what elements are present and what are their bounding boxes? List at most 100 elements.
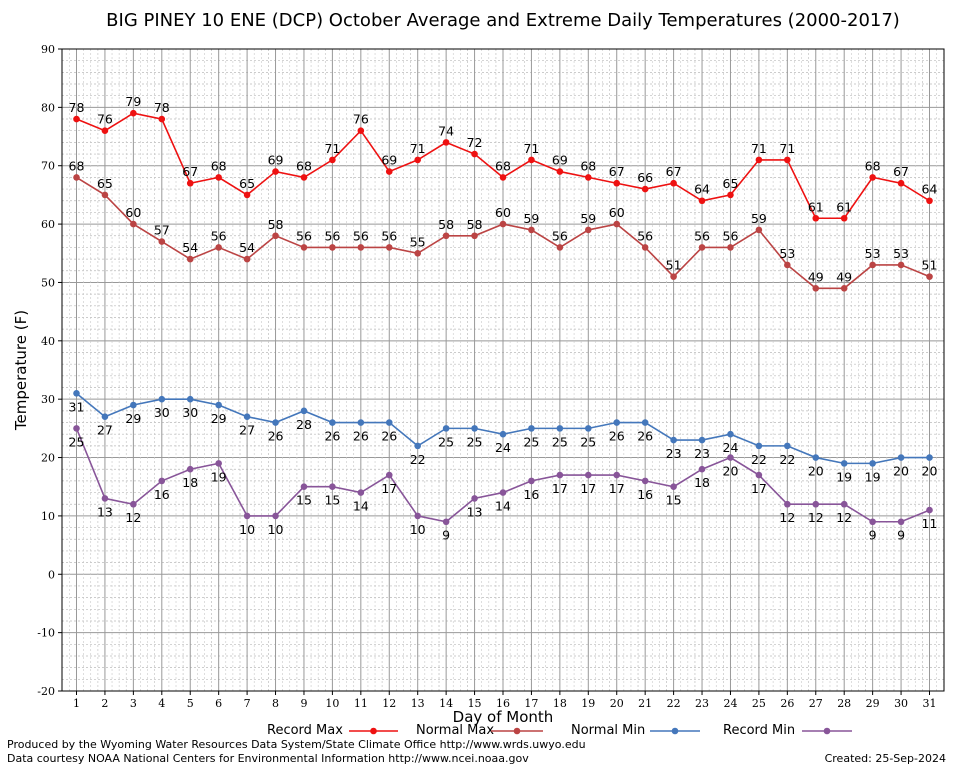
legend-item-normal-min: Normal Min: [571, 723, 700, 738]
series-record-min: 25 13 12 16 18 19 10 10 15 15 14 17 10 9 13 14 16 17 17 17 1…: [69, 425, 938, 543]
data-point-record-min: [840, 500, 848, 508]
data-point-normal-max: [471, 232, 478, 240]
data-label-normal-max: 68: [69, 158, 85, 173]
data-point-record-min: [641, 477, 649, 485]
data-point-record-min: [812, 500, 820, 508]
data-point-normal-min: [755, 442, 763, 450]
x-tick-label: 19: [581, 697, 595, 710]
data-label-normal-max: 54: [182, 240, 198, 255]
data-label-record-max: 71: [324, 141, 340, 156]
data-label-normal-max: 56: [723, 228, 739, 243]
data-point-normal-min: [812, 454, 820, 461]
data-point-record-min: [101, 495, 109, 502]
x-tick-label: 26: [780, 697, 794, 710]
data-label-normal-max: 56: [211, 228, 227, 243]
data-point-normal-min: [442, 425, 450, 432]
data-label-normal-min: 27: [239, 423, 255, 438]
y-tick-label: 50: [41, 276, 55, 289]
x-tick-label: 28: [837, 697, 851, 710]
data-point-normal-min: [869, 460, 876, 467]
data-point-record-max: [528, 156, 535, 164]
data-point-record-min: [897, 518, 905, 526]
data-label-record-min: 13: [97, 504, 113, 519]
y-tick-label: 0: [48, 568, 55, 581]
data-point-normal-max: [272, 232, 279, 240]
x-tick-label: 12: [382, 697, 396, 710]
data-label-normal-max: 59: [523, 211, 539, 226]
data-point-normal-min: [556, 425, 564, 432]
data-label-record-min: 25: [69, 434, 85, 449]
data-label-normal-max: 53: [893, 246, 909, 261]
data-point-record-max: [243, 191, 251, 199]
data-point-record-min: [727, 454, 734, 461]
data-label-normal-min: 26: [381, 429, 397, 444]
data-point-normal-max: [215, 244, 222, 251]
data-label-normal-min: 22: [779, 452, 795, 467]
data-point-normal-max: [556, 244, 564, 251]
data-point-record-min: [442, 518, 450, 526]
data-label-record-min: 11: [922, 516, 938, 531]
data-label-record-max: 71: [523, 141, 539, 156]
y-axis-label: Temperature (F): [12, 310, 30, 431]
data-point-normal-max: [130, 220, 137, 228]
data-label-normal-min: 23: [694, 446, 710, 461]
data-point-normal-min: [385, 419, 393, 426]
x-tick-label: 9: [300, 697, 307, 710]
data-point-normal-max: [385, 244, 393, 251]
data-point-normal-max: [414, 249, 422, 257]
data-label-record-min: 17: [609, 481, 625, 496]
data-point-record-min: [613, 471, 621, 479]
x-tick-label: 11: [354, 697, 368, 710]
series-layer: 78 76 79 78 67 68 65 69 68 71 76 69 71 74 72 68 71 69 68 67…: [69, 94, 938, 543]
data-point-record-max: [926, 197, 933, 205]
data-label-normal-min: 23: [666, 446, 682, 461]
data-point-normal-max: [243, 255, 251, 263]
data-point-record-max: [840, 214, 848, 222]
data-label-record-min: 16: [523, 487, 539, 502]
legend: Record Max Normal Max Normal Min Record Min: [267, 723, 852, 738]
data-point-normal-max: [300, 244, 308, 251]
data-label-record-max: 64: [922, 182, 938, 197]
data-point-normal-min: [499, 430, 507, 438]
data-label-normal-min: 29: [125, 411, 141, 426]
data-point-record-min: [499, 489, 507, 496]
data-point-normal-max: [329, 244, 336, 251]
data-point-normal-min: [329, 419, 336, 426]
data-label-record-max: 68: [495, 158, 511, 173]
data-label-record-max: 78: [69, 100, 85, 115]
data-point-record-max: [215, 174, 222, 181]
data-point-normal-min: [528, 425, 535, 432]
data-point-record-max: [186, 179, 194, 187]
data-label-record-min: 9: [869, 528, 877, 543]
data-label-normal-min: 30: [154, 405, 170, 420]
data-point-normal-max: [926, 273, 933, 280]
data-label-normal-max: 49: [836, 269, 852, 284]
data-point-normal-min: [243, 413, 251, 420]
data-point-normal-max: [727, 244, 734, 251]
footer-created-date: Created: 25-Sep-2024: [825, 752, 946, 765]
data-point-record-min: [784, 500, 791, 508]
data-label-record-min: 16: [637, 487, 653, 502]
data-label-normal-min: 25: [523, 434, 539, 449]
data-label-record-max: 68: [296, 158, 312, 173]
y-tick-label: 10: [41, 510, 55, 523]
data-label-normal-min: 20: [922, 464, 938, 479]
data-point-normal-max: [186, 255, 194, 263]
x-tick-label: 14: [439, 697, 453, 710]
y-tick-label: 20: [41, 452, 55, 465]
data-label-record-max: 65: [239, 176, 255, 191]
x-tick-label: 24: [723, 697, 737, 710]
data-label-normal-min: 20: [808, 464, 824, 479]
data-point-normal-min: [130, 401, 137, 409]
data-point-normal-max: [755, 226, 763, 234]
x-tick-label: 7: [244, 697, 251, 710]
data-label-record-min: 14: [495, 499, 511, 514]
data-label-record-min: 20: [723, 464, 739, 479]
footer-producer: Produced by the Wyoming Water Resources …: [7, 738, 586, 751]
data-label-record-max: 69: [552, 153, 568, 168]
data-label-record-max: 71: [410, 141, 426, 156]
y-tick-label: 30: [41, 393, 55, 406]
data-label-record-min: 17: [580, 481, 596, 496]
data-point-normal-max: [528, 226, 535, 234]
data-point-normal-min: [186, 395, 194, 403]
